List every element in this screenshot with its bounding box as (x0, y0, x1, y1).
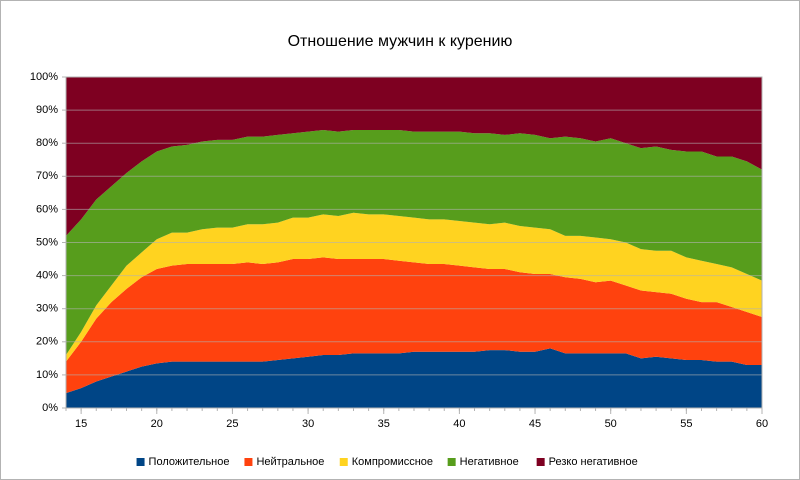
y-tick-label: 80% (36, 137, 58, 149)
legend-swatch (339, 458, 348, 466)
x-tick-label: 15 (75, 418, 87, 430)
y-tick-label: 30% (36, 303, 58, 315)
x-tick-label: 45 (529, 418, 541, 430)
legend-swatch (244, 458, 253, 466)
x-tick-label: 25 (226, 418, 238, 430)
legend-label: Компромиссное (352, 456, 433, 468)
plot-border (65, 76, 763, 409)
y-tick-label: 100% (30, 71, 58, 83)
y-tick-label: 40% (36, 270, 58, 282)
y-tick-label: 90% (36, 104, 58, 116)
area (66, 257, 762, 394)
legend-label: Негативное (460, 456, 519, 468)
legend-label: Резко негативное (549, 456, 638, 468)
x-tick-label: 40 (453, 418, 465, 430)
y-tick-label: 50% (36, 236, 58, 248)
x-tick-label: 50 (605, 418, 617, 430)
x-tick-label: 35 (378, 418, 390, 430)
legend-swatch (447, 458, 456, 466)
x-tick-label: 30 (302, 418, 314, 430)
area (66, 129, 762, 356)
y-tick-label: 60% (36, 203, 58, 215)
x-tick-label: 55 (680, 418, 692, 430)
area (66, 77, 762, 236)
y-tick-label: 70% (36, 170, 58, 182)
legend-label: Нейтральное (256, 456, 324, 468)
y-tick-label: 20% (36, 336, 58, 348)
legend-label: Положительное (149, 456, 230, 468)
x-tick-label: 20 (151, 418, 163, 430)
legend-swatch (536, 458, 545, 466)
area (66, 212, 762, 362)
y-tick-label: 10% (36, 369, 58, 381)
chart-title: Отношение мужчин к курению (288, 33, 513, 50)
y-tick-label: 0% (42, 402, 58, 414)
legend-swatch (136, 458, 145, 466)
area (66, 348, 762, 408)
x-tick-label: 60 (756, 418, 768, 430)
